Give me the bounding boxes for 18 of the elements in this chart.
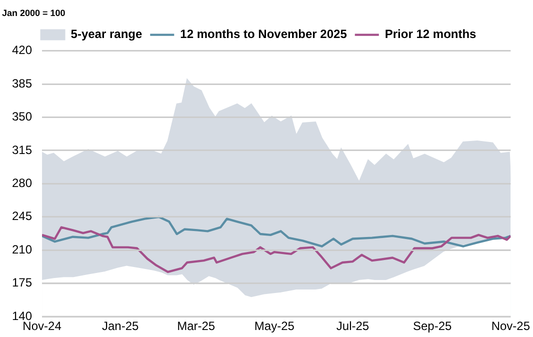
x-tick-label: Jul-25 bbox=[336, 319, 370, 334]
x-tick-label: Mar-25 bbox=[177, 319, 216, 334]
y-tick-label: 280 bbox=[12, 176, 32, 190]
x-tick-label: Nov-25 bbox=[491, 319, 530, 334]
y-axis-title: Jan 2000 = 100 bbox=[2, 8, 66, 18]
y-tick-label: 315 bbox=[12, 142, 32, 157]
y-tick-label: 385 bbox=[12, 76, 32, 90]
x-tick-label: May-25 bbox=[254, 319, 295, 334]
x-tick-label: Sep-25 bbox=[412, 319, 452, 334]
legend-label: 5-year range bbox=[70, 27, 142, 42]
legend-label: 12 months to November 2025 bbox=[180, 27, 348, 42]
y-tick-label: 420 bbox=[12, 43, 32, 58]
y-tick-label: 175 bbox=[12, 276, 32, 290]
y-tick-label: 350 bbox=[12, 110, 32, 124]
x-tick-label: Jan-25 bbox=[102, 319, 140, 334]
legend-label: Prior 12 months bbox=[384, 27, 477, 42]
y-tick-label: 245 bbox=[12, 209, 32, 224]
y-tick-label: 210 bbox=[12, 242, 32, 256]
